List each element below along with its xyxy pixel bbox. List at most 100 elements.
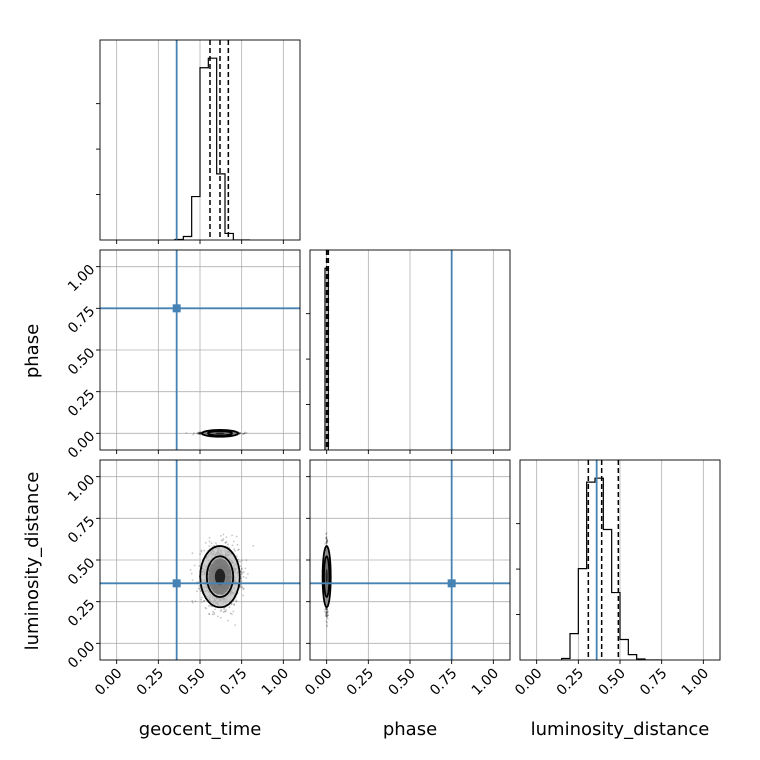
sample-point-phase-vs-luminosity-distance [326,539,329,542]
sample-point-geocent-time-vs-phase [199,431,202,434]
sample-point-phase-vs-luminosity-distance [326,611,328,614]
sample-point-phase-vs-luminosity-distance [326,621,329,624]
sample-point-phase-vs-luminosity-distance [325,533,327,536]
sample-point-geocent-time-vs-phase [199,432,202,434]
sample-point-geocent-time-vs-luminosity-distance [205,607,208,610]
sample-point-geocent-time-vs-luminosity-distance [241,586,244,588]
sample-point-geocent-time-vs-luminosity-distance [230,613,233,616]
sample-point-geocent-time-vs-luminosity-distance [219,610,222,612]
sample-point-geocent-time-vs-phase [239,432,241,435]
sample-point-geocent-time-vs-luminosity-distance [204,606,207,609]
sample-point-geocent-time-vs-phase [239,432,242,435]
sample-point-phase-vs-luminosity-distance [326,609,329,612]
sample-point-geocent-time-vs-luminosity-distance [208,536,211,539]
sample-point-geocent-time-vs-phase [244,432,246,435]
sample-point-geocent-time-vs-luminosity-distance [215,542,217,544]
sample-point-geocent-time-vs-luminosity-distance [235,600,238,603]
density-layer [174,40,662,660]
histogram-luminosity-distance [561,477,662,660]
sample-point-geocent-time-vs-luminosity-distance [231,534,234,537]
sample-point-geocent-time-vs-luminosity-distance [231,544,234,547]
sample-point-geocent-time-vs-luminosity-distance [196,590,198,593]
contour-inner-phase-vs-luminosity-distance [323,555,331,598]
truth-marker-phase-vs-luminosity-distance [447,579,456,588]
sample-point-geocent-time-vs-luminosity-distance [241,568,243,571]
sample-point-geocent-time-vs-luminosity-distance [200,601,203,604]
truth-marker-geocent-time-vs-luminosity-distance [172,579,181,588]
sample-point-phase-vs-luminosity-distance [326,540,329,543]
sample-point-phase-vs-luminosity-distance [325,612,328,614]
sample-point-geocent-time-vs-luminosity-distance [223,610,226,613]
sample-point-phase-vs-luminosity-distance [324,608,326,611]
sample-point-phase-vs-luminosity-distance [325,541,328,544]
sample-point-geocent-time-vs-luminosity-distance [198,565,201,567]
sample-point-geocent-time-vs-luminosity-distance [199,553,202,556]
sample-point-geocent-time-vs-luminosity-distance [191,600,194,602]
sample-point-geocent-time-vs-luminosity-distance [197,587,200,590]
sample-point-geocent-time-vs-luminosity-distance [235,599,238,602]
sample-point-geocent-time-vs-luminosity-distance [200,596,203,599]
sample-point-geocent-time-vs-phase [243,432,246,435]
sample-point-phase-vs-luminosity-distance [325,538,328,540]
x-tick-label-phase-2: 0.50 [385,666,418,699]
sample-point-geocent-time-vs-phase [198,432,201,435]
panel-geocent-time-phase-content [185,429,248,438]
x-tick-label-luminosity-distance-2: 0.50 [595,666,628,699]
sample-point-geocent-time-vs-luminosity-distance [221,539,224,542]
grid-layer [100,40,704,660]
sample-point-geocent-time-vs-phase [238,431,241,434]
sample-point-geocent-time-vs-luminosity-distance [223,608,226,611]
x-tick-label-geocent-time-2: 0.50 [175,666,208,699]
sample-point-geocent-time-vs-luminosity-distance [243,571,245,573]
sample-point-phase-vs-luminosity-distance [325,620,328,623]
sample-point-phase-vs-luminosity-distance [325,532,328,535]
sample-point-geocent-time-vs-phase [198,433,200,435]
sample-point-geocent-time-vs-luminosity-distance [203,600,206,602]
sample-point-geocent-time-vs-phase [198,432,200,435]
panel-geocent-time-geocent-time-content [174,40,250,240]
sample-point-phase-vs-luminosity-distance [326,616,328,619]
sample-point-phase-vs-luminosity-distance [327,614,329,617]
sample-point-geocent-time-vs-phase [199,432,202,435]
contour-inner-geocent-time-vs-luminosity-distance [205,555,235,598]
y-tick-label-phase-2: 0.50 [65,345,98,378]
sample-point-geocent-time-vs-phase [239,432,242,435]
sample-point-geocent-time-vs-luminosity-distance [241,571,244,574]
sample-point-geocent-time-vs-luminosity-distance [242,587,245,590]
sample-point-phase-vs-luminosity-distance [325,615,327,617]
y-tick-label-luminosity-distance-0: 0.00 [65,638,98,671]
sample-point-geocent-time-vs-luminosity-distance [208,613,211,616]
sample-point-geocent-time-vs-luminosity-distance [237,558,240,561]
sample-point-geocent-time-vs-luminosity-distance [239,560,242,563]
sample-point-geocent-time-vs-luminosity-distance [214,608,216,611]
sample-point-geocent-time-vs-luminosity-distance [216,615,219,618]
sample-point-geocent-time-vs-luminosity-distance [240,570,242,573]
sample-point-phase-vs-luminosity-distance [324,610,326,613]
sample-point-geocent-time-vs-phase [199,431,201,434]
sample-point-phase-vs-luminosity-distance [325,541,328,544]
sample-point-geocent-time-vs-phase [244,431,246,434]
y-tick-label-phase-1: 0.25 [65,387,98,420]
sample-point-geocent-time-vs-luminosity-distance [232,610,235,613]
sample-point-phase-vs-luminosity-distance [326,539,329,542]
sample-point-geocent-time-vs-phase [198,432,201,435]
sample-point-geocent-time-vs-luminosity-distance [198,584,201,587]
sample-point-geocent-time-vs-luminosity-distance [203,549,206,552]
sample-point-geocent-time-vs-luminosity-distance [224,541,227,544]
sample-point-phase-vs-luminosity-distance [325,539,328,541]
x-tick-label-geocent-time-4: 1.00 [259,666,292,699]
sample-point-phase-vs-luminosity-distance [326,615,329,617]
sample-point-geocent-time-vs-luminosity-distance [208,612,211,615]
sample-point-geocent-time-vs-luminosity-distance [198,588,201,590]
x-tick-label-luminosity-distance-0: 0.00 [512,666,545,699]
sample-point-geocent-time-vs-luminosity-distance [219,535,222,537]
sample-point-geocent-time-vs-luminosity-distance [190,572,193,575]
sample-point-phase-vs-luminosity-distance [325,608,328,611]
sample-point-geocent-time-vs-luminosity-distance [222,533,225,536]
sample-point-geocent-time-vs-luminosity-distance [241,559,244,562]
x-tick-label-phase-1: 0.25 [344,666,377,699]
x-tick-label-luminosity-distance-1: 0.25 [554,666,587,699]
panel-luminosity-distance-luminosity-distance-content [561,460,662,660]
sample-point-phase-vs-luminosity-distance [326,612,328,615]
